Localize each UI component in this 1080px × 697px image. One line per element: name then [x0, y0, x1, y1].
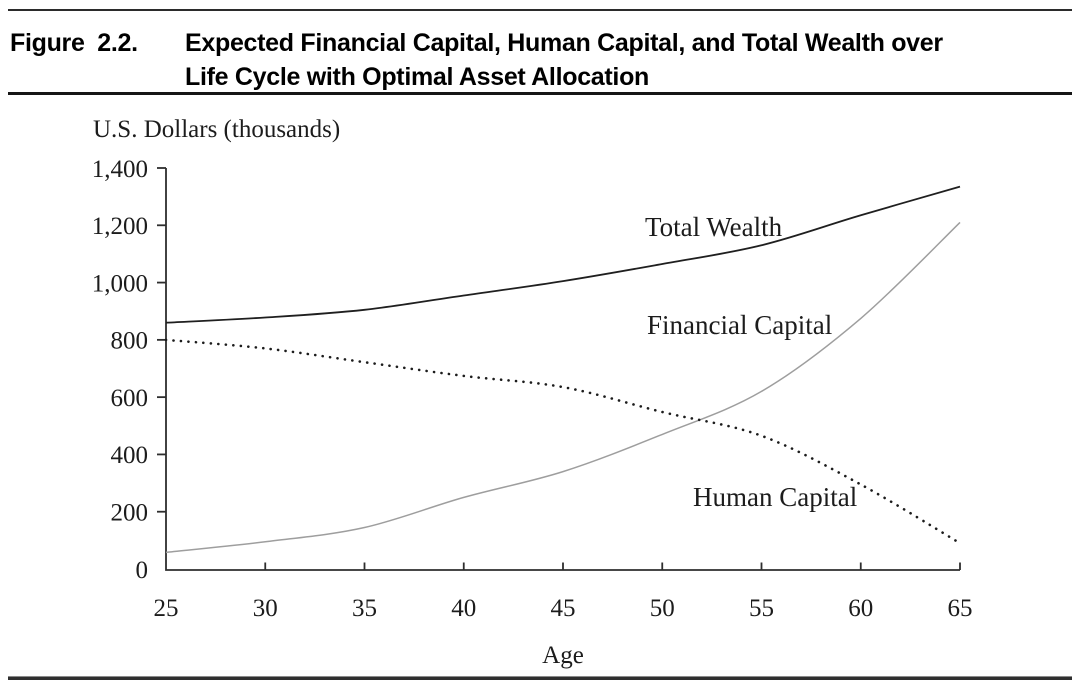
figure-title-line1: Expected Financial Capital, Human Capita…	[185, 29, 943, 57]
y-tick-label-1200: 1,200	[92, 213, 148, 240]
x-tick-label-60: 60	[848, 595, 873, 622]
top-rule	[8, 9, 1072, 11]
x-tick-label-55: 55	[749, 595, 774, 622]
y-tick-label-600: 600	[111, 385, 149, 412]
x-tick-label-65: 65	[948, 595, 973, 622]
y-tick-label-1400: 1,400	[92, 156, 148, 183]
figure-label: Figure 2.2.	[10, 29, 138, 57]
bottom-rule	[8, 676, 1072, 680]
x-tick-label-45: 45	[551, 595, 576, 622]
y-tick-label-1000: 1,000	[92, 270, 148, 297]
x-tick-label-50: 50	[650, 595, 675, 622]
series-label-total-wealth: Total Wealth	[645, 212, 783, 242]
series-label-human-capital: Human Capital	[693, 482, 857, 512]
y-tick-label-800: 800	[111, 328, 149, 355]
y-axis-title: U.S. Dollars (thousands)	[93, 116, 340, 143]
axes-lines	[165, 168, 960, 571]
y-tick-label-200: 200	[111, 499, 149, 526]
y-tick-label-400: 400	[111, 442, 149, 469]
x-tick-label-25: 25	[154, 595, 179, 622]
figure-title-line2: Life Cycle with Optimal Asset Allocation	[185, 63, 650, 91]
figure-header: Figure 2.2. Expected Financial Capital, …	[10, 26, 1072, 94]
x-tick-label-30: 30	[253, 595, 278, 622]
series-line-total-wealth	[165, 185, 961, 324]
series-line-human-capital	[164, 338, 962, 545]
series-label-financial-capital: Financial Capital	[647, 310, 832, 340]
x-tick-label-40: 40	[451, 595, 476, 622]
title-divider-rule	[8, 92, 1072, 95]
figure-title: Expected Financial Capital, Human Capita…	[185, 26, 1072, 94]
x-axis-title: Age	[542, 642, 584, 669]
y-tick-label-0: 0	[136, 557, 149, 584]
series-line-financial-capital	[165, 221, 961, 554]
x-tick-label-35: 35	[352, 595, 377, 622]
